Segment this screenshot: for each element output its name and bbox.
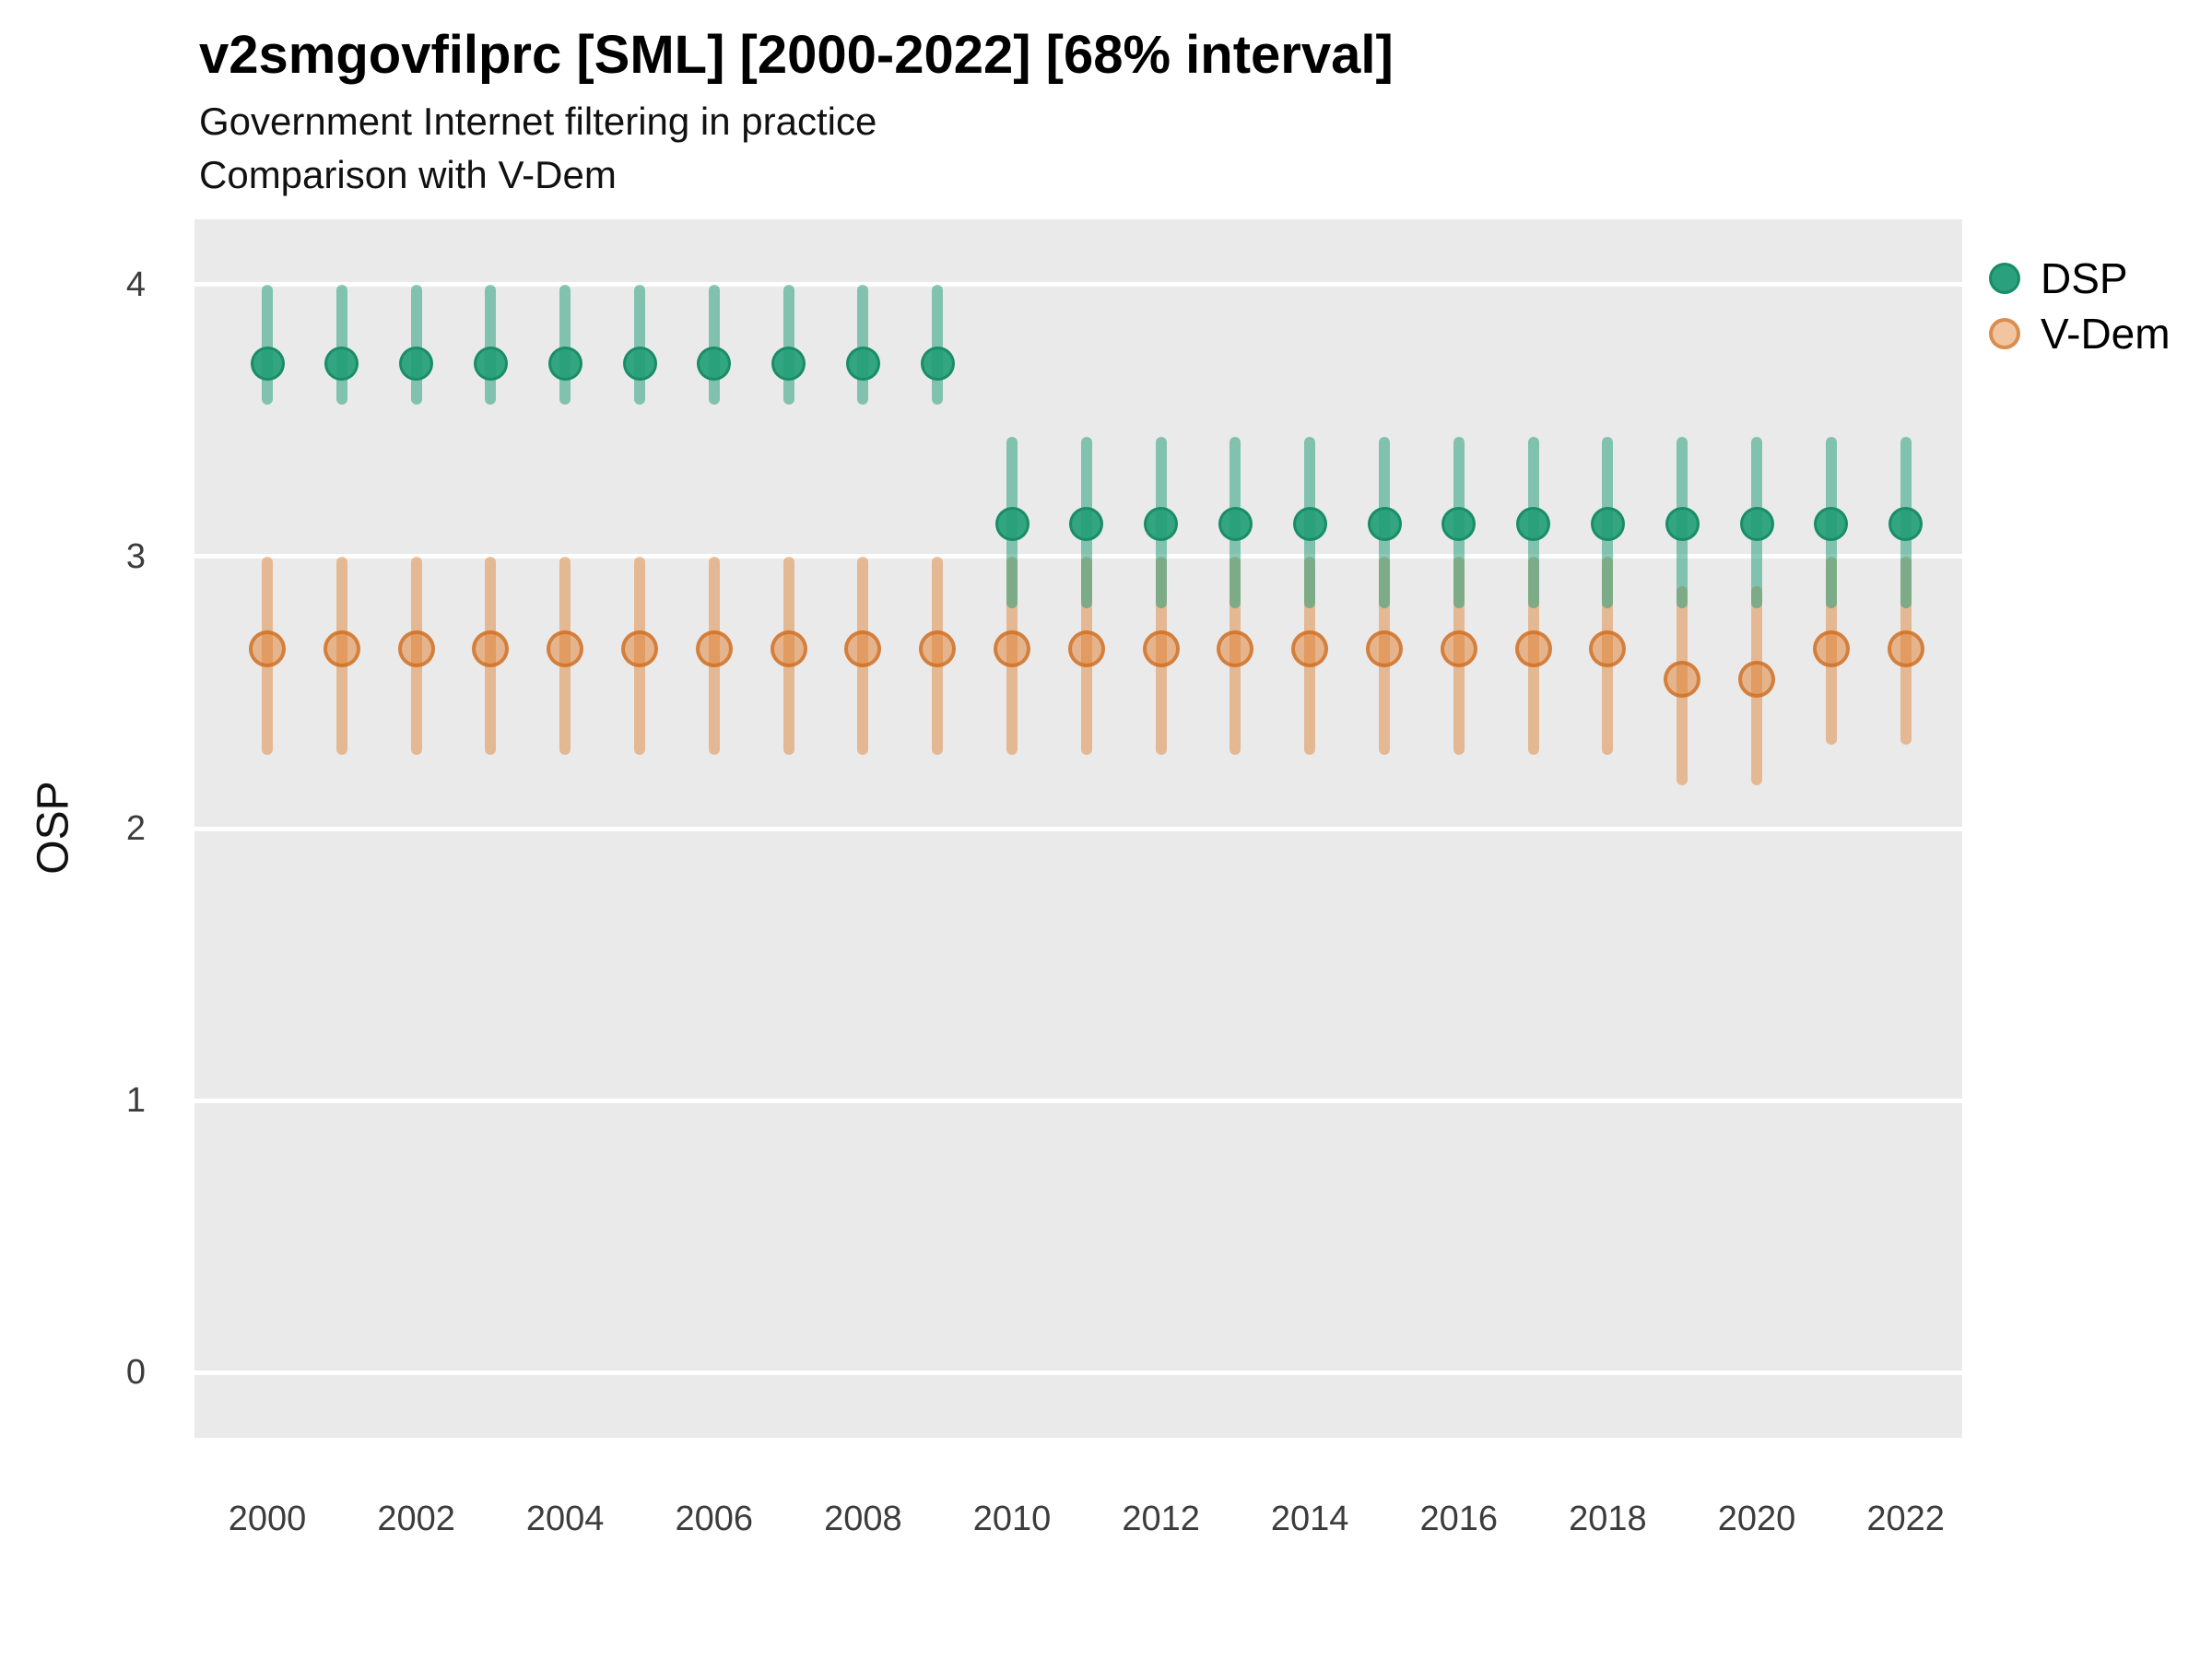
dsp-errorbar-2009 <box>932 284 944 405</box>
vdem-point-2001 <box>323 630 360 668</box>
y-tick-label-4: 4 <box>125 265 146 304</box>
legend: DSP V-Dem <box>1989 251 2171 361</box>
x-tick-label-2008: 2008 <box>824 1500 902 1538</box>
vdem-point-2005 <box>621 630 658 668</box>
gridline-y-2 <box>194 826 1962 831</box>
vdem-point-2006 <box>695 630 733 668</box>
dsp-errorbar-2007 <box>782 284 794 405</box>
dsp-point-2019 <box>1665 507 1700 541</box>
dsp-errorbar-2000 <box>262 284 273 405</box>
y-tick-label-0: 0 <box>125 1353 146 1393</box>
legend-item-vdem: V-Dem <box>1989 306 2171 361</box>
dsp-errorbar-2002 <box>410 284 422 405</box>
dsp-point-2014 <box>1292 507 1327 541</box>
vdem-legend-dot-icon <box>1989 318 2020 349</box>
x-tick-label-2012: 2012 <box>1122 1500 1200 1538</box>
dsp-point-2007 <box>771 346 806 381</box>
vdem-point-2012 <box>1142 630 1180 668</box>
vdem-point-2007 <box>770 630 807 668</box>
gridline-y-4 <box>194 282 1962 288</box>
dsp-point-2017 <box>1516 507 1551 541</box>
legend-label-dsp: DSP <box>2041 254 2128 302</box>
x-tick-label-2022: 2022 <box>1866 1500 1945 1538</box>
chart-title: v2smgovfilprc [SML] [2000-2022] [68% int… <box>199 25 1394 85</box>
dsp-point-2011 <box>1069 507 1104 541</box>
dsp-point-2016 <box>1441 507 1477 541</box>
dsp-point-2006 <box>697 346 732 381</box>
vdem-point-2019 <box>1664 660 1701 698</box>
vdem-point-2016 <box>1440 630 1477 668</box>
dsp-point-2012 <box>1144 507 1179 541</box>
gridline-y-0 <box>194 1370 1962 1375</box>
dsp-point-2021 <box>1814 507 1849 541</box>
vdem-point-2020 <box>1738 660 1775 698</box>
vdem-point-2015 <box>1366 630 1403 668</box>
x-tick-label-2006: 2006 <box>675 1500 754 1538</box>
vdem-point-2004 <box>547 630 584 668</box>
dsp-point-2020 <box>1739 507 1774 541</box>
dsp-errorbar-2001 <box>335 284 347 405</box>
gridline-y-3 <box>194 554 1962 559</box>
legend-label-vdem: V-Dem <box>2041 310 2171 358</box>
vdem-point-2014 <box>1291 630 1329 668</box>
gridline-y-1 <box>194 1098 1962 1103</box>
dsp-errorbar-2008 <box>857 284 869 405</box>
dsp-errorbar-2006 <box>708 284 720 405</box>
x-tick-label-2020: 2020 <box>1717 1500 1796 1538</box>
y-tick-label-3: 3 <box>125 536 146 576</box>
dsp-point-2003 <box>473 346 508 381</box>
vdem-point-2022 <box>1887 630 1924 668</box>
chart-subtitle-line2: Comparison with V-Dem <box>199 153 617 196</box>
x-tick-label-2014: 2014 <box>1270 1500 1349 1538</box>
vdem-point-2002 <box>397 630 435 668</box>
dsp-legend-dot-icon <box>1989 263 2020 294</box>
dsp-point-2004 <box>547 346 582 381</box>
chart-subtitle-line1: Government Internet filtering in practic… <box>199 100 877 143</box>
vdem-point-2013 <box>1217 630 1254 668</box>
dsp-point-2000 <box>250 346 285 381</box>
legend-item-dsp: DSP <box>1989 251 2171 306</box>
x-tick-label-2000: 2000 <box>228 1500 307 1538</box>
x-tick-label-2016: 2016 <box>1419 1500 1499 1538</box>
dsp-point-2010 <box>994 507 1030 541</box>
vdem-point-2018 <box>1589 630 1627 668</box>
vdem-point-2009 <box>919 630 957 668</box>
dsp-errorbar-2005 <box>634 284 645 405</box>
y-tick-label-2: 2 <box>125 809 146 848</box>
dsp-point-2018 <box>1590 507 1625 541</box>
dsp-point-2001 <box>324 346 359 381</box>
vdem-point-2010 <box>994 630 1030 668</box>
vdem-point-2011 <box>1067 630 1105 668</box>
y-tick-label-1: 1 <box>125 1081 146 1121</box>
dsp-point-2008 <box>845 346 880 381</box>
vdem-point-2017 <box>1514 630 1552 668</box>
plot-panel <box>194 219 1962 1438</box>
x-tick-label-2004: 2004 <box>525 1500 605 1538</box>
dsp-point-2015 <box>1367 507 1402 541</box>
vdem-point-2000 <box>249 630 286 668</box>
x-tick-label-2018: 2018 <box>1569 1500 1647 1538</box>
dsp-point-2022 <box>1888 507 1924 541</box>
vdem-point-2021 <box>1812 630 1850 668</box>
vdem-point-2008 <box>844 630 882 668</box>
vdem-point-2003 <box>472 630 510 668</box>
dsp-point-2009 <box>920 346 955 381</box>
dsp-errorbar-2004 <box>559 284 571 405</box>
x-tick-label-2002: 2002 <box>377 1500 455 1538</box>
x-tick-label-2010: 2010 <box>972 1500 1052 1538</box>
dsp-point-2002 <box>399 346 434 381</box>
dsp-point-2005 <box>622 346 657 381</box>
dsp-point-2013 <box>1218 507 1253 541</box>
dsp-errorbar-2003 <box>485 284 497 405</box>
